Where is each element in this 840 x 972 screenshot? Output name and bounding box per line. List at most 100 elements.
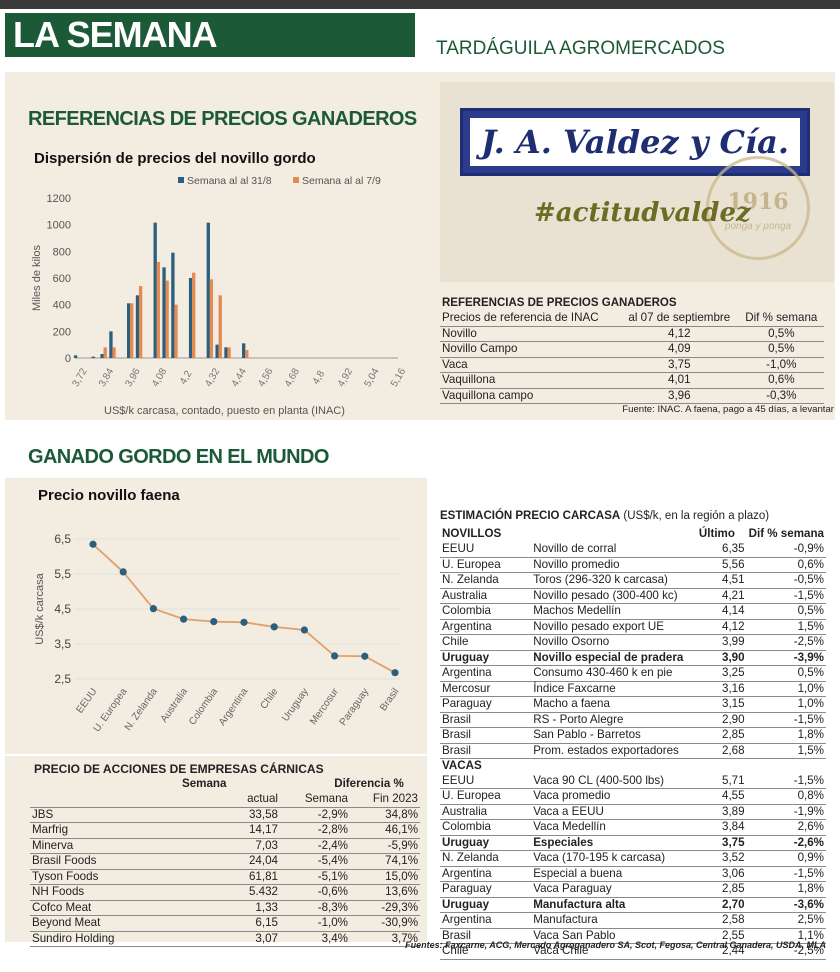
cell: 3,07: [180, 931, 280, 947]
cell: Vaquillona: [440, 372, 620, 389]
bar: [171, 252, 175, 358]
cell: -5,9%: [350, 838, 420, 854]
table-header-row: NOVILLOS Último Dif % semana: [440, 527, 826, 542]
cell: 15,0%: [350, 869, 420, 885]
table-row: Chile Novillo Osorno 3,99 -2,5%: [440, 634, 826, 651]
bar: [130, 303, 134, 358]
carcass-source: Fuentes: Faxcarne, ACG, Mercado Agrogana…: [405, 940, 826, 950]
bar: [242, 343, 246, 358]
x-tick-label: 4,8: [311, 369, 328, 387]
cell: -0,3%: [738, 388, 824, 404]
cell: 4,14: [696, 603, 747, 620]
cell: Colombia: [440, 603, 532, 620]
cell: 2,68: [696, 743, 747, 759]
column-header: Precios de referencia de INAC: [440, 311, 620, 327]
cell: N. Zelanda: [440, 572, 532, 589]
cell: -5,4%: [280, 853, 350, 870]
cell: 14,17: [180, 822, 280, 839]
table-row: Brasil Prom. estados exportadores 2,68 1,5%: [440, 743, 826, 759]
table-row: Cofco Meat 1,33 -8,3% -29,3%: [30, 900, 420, 916]
cell: EEUU: [440, 542, 532, 558]
cell: 3,75: [696, 835, 747, 851]
table-row: Brasil Foods 24,04 -5,4% 74,1%: [30, 853, 420, 870]
cell: 2,44: [696, 943, 747, 960]
data-point: [240, 618, 248, 626]
x-tick-label: Australia: [159, 686, 191, 725]
cell: Brasil: [440, 727, 532, 744]
x-tick-label: 4,68: [283, 366, 302, 389]
data-point: [180, 615, 188, 623]
y-tick-label: 6,5: [54, 532, 71, 546]
cell: Minerva: [30, 838, 180, 854]
x-tick-label: Chile: [259, 686, 281, 711]
data-point: [300, 626, 308, 634]
cell: Vaca promedio: [531, 788, 697, 805]
x-tick-label: 4,08: [150, 366, 169, 389]
stocks-table-caption: PRECIO DE ACCIONES DE EMPRESAS CÁRNICAS: [34, 762, 324, 776]
bar: [112, 347, 116, 358]
cell: Argentina: [440, 912, 532, 929]
cell: Argentina: [440, 619, 532, 635]
masthead-title: LA SEMANA GANADERA: [5, 13, 415, 99]
cell: Vaca: [440, 357, 620, 373]
cell: NH Foods: [30, 884, 180, 901]
x-tick-label: Argentina: [217, 686, 251, 728]
column-header: [531, 527, 697, 542]
bar: [209, 279, 214, 358]
y-tick-label: 400: [53, 300, 71, 312]
cell: Brasil: [440, 712, 532, 728]
cell: Novillo pesado (300-400 kc): [531, 588, 697, 604]
table-row: Argentina Especial a buena 3,06 -1,5%: [440, 866, 826, 882]
bar: [73, 355, 78, 358]
cell: 0,5%: [738, 341, 824, 358]
cell: 4,09: [619, 341, 739, 358]
cell: 3,25: [696, 665, 747, 682]
column-header: Fin 2023: [350, 792, 420, 808]
column-header: al 07 de septiembre: [619, 311, 739, 327]
cell: Brasil: [440, 743, 532, 759]
table-row: Australia Novillo pesado (300-400 kc) 4,21…: [440, 588, 826, 604]
advert-hashtag: #actitudvaldez: [534, 198, 751, 228]
data-point: [119, 568, 127, 576]
table-row: Vaca 3,75 -1,0%: [440, 357, 824, 373]
x-tick-label: 4,32: [203, 366, 222, 389]
data-point: [361, 652, 369, 660]
cell: Beyond Meat: [30, 915, 180, 932]
cell: -3,6%: [746, 897, 826, 913]
cell: -3,9%: [746, 650, 826, 666]
cell: 0,8%: [746, 788, 826, 805]
table-row: Argentina Consumo 430-460 k en pie 3,25 0,5…: [440, 665, 826, 682]
bar: [103, 347, 107, 358]
x-tick-label: 3,96: [123, 366, 142, 389]
data-point: [210, 618, 218, 626]
x-tick-label: Uruguay: [280, 686, 311, 723]
cell: 4,21: [696, 588, 747, 604]
table-group-row: VACAS: [440, 759, 826, 774]
cell: Especiales: [531, 835, 697, 851]
table-row: JBS 33,58 -2,9% 34,8%: [30, 807, 420, 823]
cell: -1,9%: [746, 804, 826, 820]
cell: Australia: [440, 804, 532, 820]
cell: Novillo Osorno: [531, 634, 697, 651]
bar: [100, 354, 104, 358]
cell: 1,0%: [746, 681, 826, 697]
cell: Paraguay: [440, 881, 532, 898]
table-row: Novillo Campo 4,09 0,5%: [440, 341, 824, 358]
cell: 0,6%: [746, 557, 826, 573]
x-tick-label: EEUU: [75, 686, 100, 715]
cell: 3,4%: [280, 931, 350, 947]
table-row: Minerva 7,03 -2,4% -5,9%: [30, 838, 420, 854]
data-point: [149, 605, 157, 613]
bar: [126, 303, 131, 358]
x-tick-label: 5,16: [389, 366, 408, 389]
cell: 4,01: [619, 372, 739, 389]
publisher-name: TARDÁGUILA AGROMERCADOS: [436, 38, 725, 59]
cell: 3,99: [696, 634, 747, 651]
refs-table-caption: REFERENCIAS DE PRECIOS GANADEROS: [442, 297, 677, 309]
table-row: Novillo 4,12 0,5%: [440, 326, 824, 342]
table-row: N. Zelanda Toros (296-320 k carcasa) 4,51-…: [440, 572, 826, 589]
bar: [109, 331, 113, 358]
cell: 24,04: [180, 853, 280, 870]
column-header: Semana: [182, 777, 227, 791]
x-tick-label: 4,92: [336, 366, 355, 389]
